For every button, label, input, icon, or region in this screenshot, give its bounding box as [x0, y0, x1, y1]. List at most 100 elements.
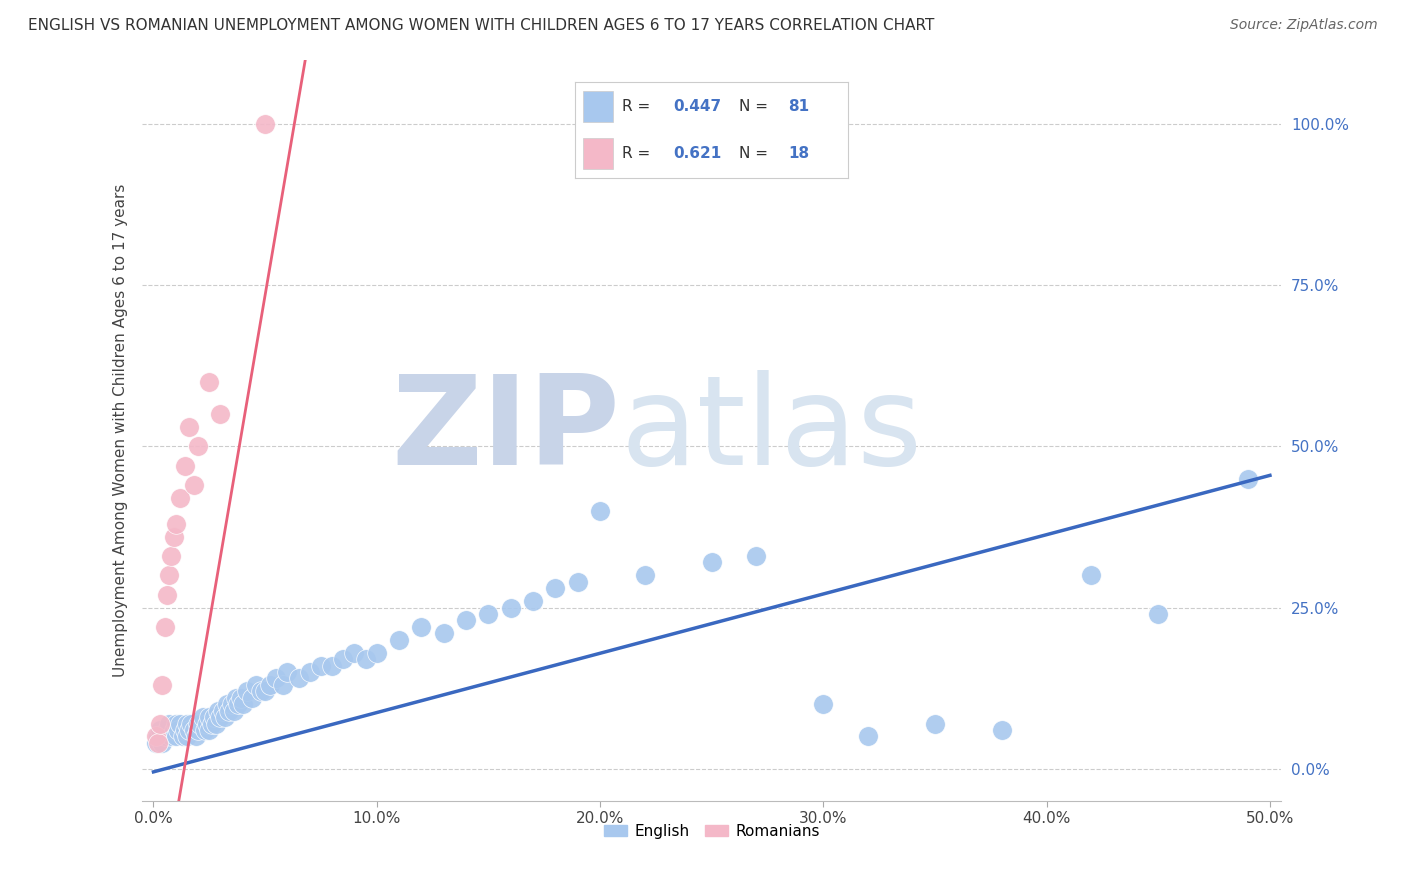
- Point: [745, 549, 768, 563]
- Point: [499, 600, 522, 615]
- Point: [183, 478, 205, 492]
- Point: [153, 620, 176, 634]
- Text: Source: ZipAtlas.com: Source: ZipAtlas.com: [1230, 18, 1378, 32]
- Point: [156, 588, 179, 602]
- Point: [169, 491, 191, 505]
- Point: [232, 697, 254, 711]
- Point: [354, 652, 377, 666]
- Point: [544, 581, 567, 595]
- Point: [187, 439, 209, 453]
- Point: [221, 697, 243, 711]
- Point: [152, 736, 174, 750]
- Point: [236, 684, 259, 698]
- Point: [191, 710, 214, 724]
- Point: [190, 716, 212, 731]
- Point: [229, 690, 252, 705]
- Point: [366, 646, 388, 660]
- Point: [160, 549, 183, 563]
- Point: [165, 730, 187, 744]
- Point: [214, 710, 236, 724]
- Point: [1236, 472, 1258, 486]
- Text: ENGLISH VS ROMANIAN UNEMPLOYMENT AMONG WOMEN WITH CHILDREN AGES 6 TO 17 YEARS CO: ENGLISH VS ROMANIAN UNEMPLOYMENT AMONG W…: [28, 18, 935, 33]
- Point: [157, 716, 180, 731]
- Point: [162, 530, 184, 544]
- Point: [149, 723, 172, 737]
- Point: [589, 504, 612, 518]
- Point: [198, 375, 221, 389]
- Point: [287, 672, 309, 686]
- Point: [813, 697, 835, 711]
- Point: [173, 458, 195, 473]
- Point: [209, 710, 232, 724]
- Point: [200, 716, 222, 731]
- Point: [856, 730, 879, 744]
- Point: [180, 716, 202, 731]
- Point: [991, 723, 1014, 737]
- Point: [332, 652, 354, 666]
- Legend: English, Romanians: English, Romanians: [598, 818, 825, 845]
- Point: [276, 665, 298, 679]
- Point: [477, 607, 499, 621]
- Point: [271, 678, 294, 692]
- Point: [176, 730, 198, 744]
- Point: [298, 665, 321, 679]
- Point: [165, 516, 187, 531]
- Point: [245, 678, 267, 692]
- Point: [184, 730, 207, 744]
- Point: [187, 723, 209, 737]
- Point: [1147, 607, 1170, 621]
- Point: [433, 626, 456, 640]
- Point: [183, 723, 205, 737]
- Point: [198, 723, 221, 737]
- Point: [162, 723, 184, 737]
- Point: [173, 723, 195, 737]
- Point: [179, 723, 201, 737]
- Point: [194, 723, 217, 737]
- Point: [145, 736, 167, 750]
- Point: [195, 716, 218, 731]
- Point: [209, 407, 232, 421]
- Point: [249, 684, 271, 698]
- Point: [254, 684, 277, 698]
- Point: [254, 117, 277, 131]
- Point: [202, 710, 225, 724]
- Point: [634, 568, 657, 582]
- Point: [1080, 568, 1102, 582]
- Point: [454, 614, 477, 628]
- Point: [157, 568, 180, 582]
- Y-axis label: Unemployment Among Women with Children Ages 6 to 17 years: Unemployment Among Women with Children A…: [114, 184, 128, 677]
- Point: [153, 730, 176, 744]
- Text: atlas: atlas: [620, 370, 922, 491]
- Point: [167, 723, 190, 737]
- Point: [266, 672, 288, 686]
- Point: [343, 646, 366, 660]
- Point: [522, 594, 544, 608]
- Point: [222, 704, 245, 718]
- Point: [156, 723, 179, 737]
- Point: [205, 716, 228, 731]
- Point: [309, 658, 332, 673]
- Point: [218, 704, 240, 718]
- Point: [146, 736, 169, 750]
- Point: [700, 555, 723, 569]
- Point: [567, 574, 589, 589]
- Point: [172, 730, 194, 744]
- Point: [149, 716, 172, 731]
- Point: [211, 704, 233, 718]
- Point: [160, 730, 183, 744]
- Point: [217, 697, 239, 711]
- Text: ZIP: ZIP: [392, 370, 620, 491]
- Point: [411, 620, 433, 634]
- Point: [146, 730, 169, 744]
- Point: [240, 690, 263, 705]
- Point: [228, 697, 250, 711]
- Point: [924, 716, 946, 731]
- Point: [152, 678, 174, 692]
- Point: [169, 716, 191, 731]
- Point: [187, 716, 209, 731]
- Point: [259, 678, 281, 692]
- Point: [165, 716, 187, 731]
- Point: [145, 730, 167, 744]
- Point: [207, 704, 229, 718]
- Point: [321, 658, 343, 673]
